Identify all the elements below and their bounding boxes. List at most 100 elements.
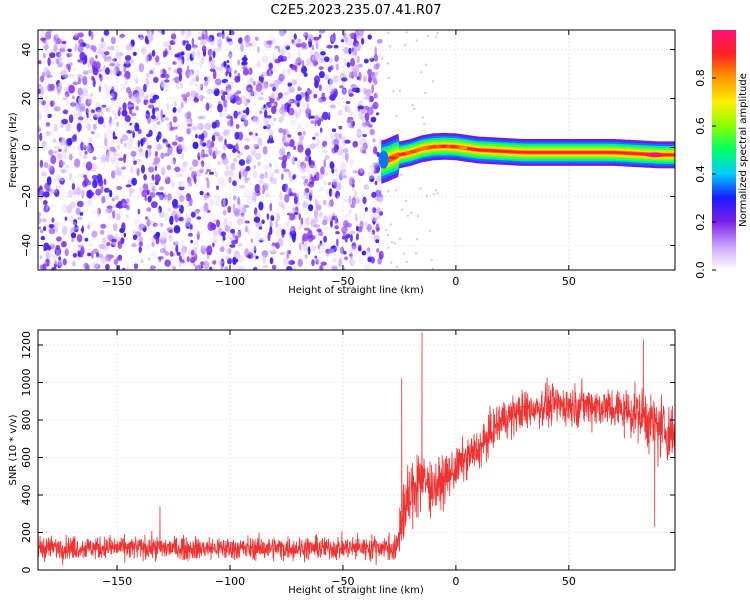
noise-speckle: [123, 60, 131, 65]
noise-speckle: [343, 250, 347, 255]
spectrogram-frame: [37, 29, 676, 271]
noise-speckle: [319, 185, 325, 193]
noise-speckle: [240, 116, 247, 121]
noise-speckle: [107, 128, 111, 138]
noise-speckle: [267, 149, 272, 155]
noise-speckle: [86, 109, 89, 114]
noise-speckle: [49, 260, 56, 265]
noise-speckle: [342, 148, 349, 154]
noise-speckle: [261, 219, 265, 225]
noise-speckle: [195, 75, 199, 82]
noise-speckle: [247, 228, 251, 235]
noise-speckle: [211, 85, 218, 91]
noise-speckle: [98, 43, 105, 49]
noise-speckle: [128, 187, 136, 194]
noise-speckle: [118, 98, 124, 104]
noise-speckle: [238, 242, 243, 247]
noise-speckle: [195, 183, 200, 187]
noise-speckle: [369, 57, 375, 62]
noise-speckle: [92, 156, 97, 161]
noise-speckle: [119, 33, 126, 38]
noise-speckle: [88, 137, 93, 143]
noise-speckle: [149, 252, 156, 258]
noise-speckle: [326, 252, 329, 257]
noise-speckle: [349, 33, 354, 37]
noise-speckle: [89, 57, 95, 66]
noise-speckle: [206, 245, 213, 255]
noise-speckle: [122, 65, 126, 73]
noise-speckle: [138, 147, 143, 153]
noise-speckle: [83, 142, 90, 150]
noise-speckle: [161, 30, 165, 35]
x-tick-label: −100: [215, 275, 245, 288]
noise-speckle: [286, 265, 293, 270]
signal-peak-blob: [439, 145, 448, 148]
noise-speckle: [72, 219, 78, 226]
noise-speckle: [175, 134, 178, 140]
noise-speckle: [78, 95, 84, 104]
noise-speckle: [110, 36, 116, 45]
noise-speckle: [111, 170, 116, 179]
signal-track: [378, 132, 675, 184]
noise-speckle: [267, 194, 275, 198]
noise-speckle: [104, 208, 110, 214]
noise-speckle: [182, 246, 187, 251]
noise-speckle: [213, 131, 220, 137]
noise-speckle: [226, 30, 231, 35]
noise-speckle: [130, 166, 134, 173]
noise-speckle: [133, 171, 138, 179]
noise-speckle: [254, 183, 261, 194]
noise-speckle: [306, 81, 313, 85]
noise-speckle: [299, 164, 305, 172]
noise-speckle: [184, 63, 188, 71]
noise-speckle: [192, 85, 196, 93]
noise-speckle: [360, 236, 365, 242]
noise-speckle: [185, 52, 191, 62]
noise-speckle: [351, 109, 355, 113]
noise-speckle: [312, 166, 318, 176]
noise-speckle: [299, 265, 305, 270]
noise-speckle: [95, 102, 101, 108]
noise-speckle: [309, 214, 314, 218]
noise-speckle: [169, 40, 176, 46]
noise-speckle: [317, 97, 322, 102]
noise-speckle: [87, 69, 94, 74]
noise-speckle: [211, 121, 217, 129]
noise-speckle: [277, 92, 283, 99]
noise-speckle: [218, 32, 223, 38]
noise-speckle: [160, 242, 166, 246]
noise-speckle: [233, 210, 238, 216]
noise-speckle: [290, 64, 297, 71]
noise-speckle: [224, 138, 227, 146]
noise-speckle: [323, 199, 327, 206]
noise-speckle: [233, 157, 237, 163]
noise-speckle: [186, 111, 192, 119]
noise-speckle: [329, 161, 335, 170]
noise-speckle: [292, 266, 297, 270]
noise-speckle: [222, 34, 227, 40]
noise-speckle: [419, 187, 422, 190]
noise-speckle: [352, 140, 359, 148]
noise-speckle: [375, 112, 380, 116]
noise-speckle: [63, 94, 69, 103]
noise-speckle: [114, 195, 119, 201]
noise-speckle: [159, 248, 166, 254]
noise-speckle: [239, 30, 245, 33]
noise-speckle: [371, 84, 375, 94]
noise-speckle: [164, 73, 170, 79]
noise-speckle: [324, 56, 330, 63]
noise-speckle: [133, 122, 140, 132]
noise-speckle: [333, 144, 339, 153]
noise-speckle: [350, 203, 356, 209]
noise-speckle: [276, 36, 282, 40]
noise-speckle: [194, 83, 197, 87]
noise-speckle: [136, 168, 140, 177]
noise-speckle: [308, 176, 312, 183]
noise-speckle: [327, 202, 332, 208]
noise-speckle: [199, 168, 204, 174]
noise-speckle: [234, 75, 241, 83]
noise-speckle: [240, 95, 246, 100]
noise-speckle: [64, 146, 68, 153]
noise-speckle: [171, 141, 178, 146]
noise-speckle: [312, 59, 318, 67]
